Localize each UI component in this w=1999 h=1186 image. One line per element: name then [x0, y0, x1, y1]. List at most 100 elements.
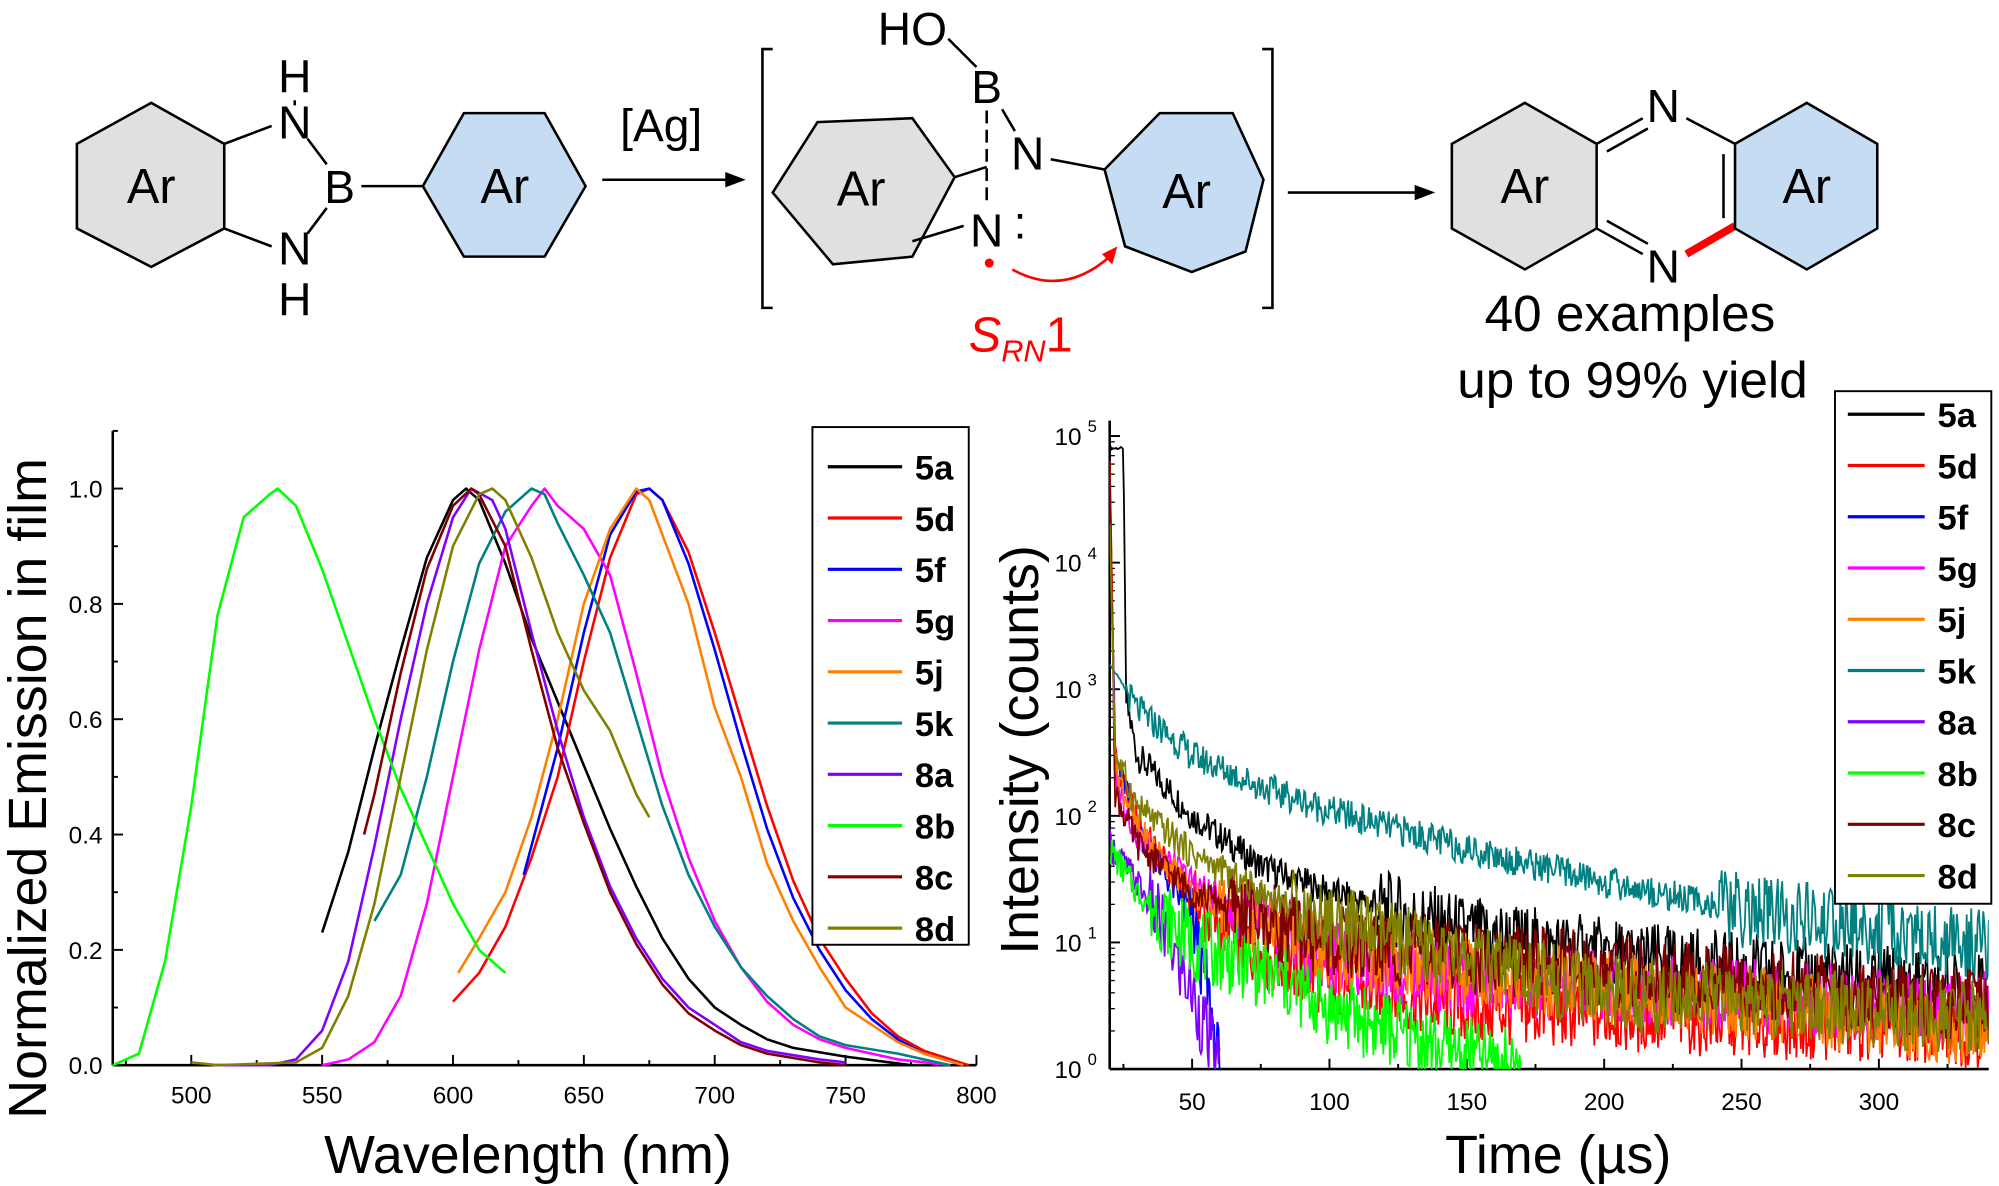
- product: Ar N N Ar 40 examples up to 99% yield: [1450, 80, 1879, 409]
- series-line-5a: [320, 487, 912, 1067]
- x-tick-label: 750: [825, 1083, 866, 1110]
- h-atom: H: [278, 51, 311, 103]
- series-line-8d: [1109, 523, 1989, 1053]
- starting-material: Ar N N H H B Ar: [75, 51, 588, 326]
- n-atom: N: [1647, 80, 1680, 132]
- series-line-5j: [457, 487, 964, 1067]
- radical-dot: [984, 258, 994, 268]
- n-atom: N: [1011, 127, 1044, 179]
- x-tick-label: 700: [694, 1083, 735, 1110]
- aryl-ring-blue: [1733, 101, 1879, 271]
- aryl-ring-blue-7: [1103, 111, 1265, 274]
- y-tick-exponent: 0: [1088, 1050, 1097, 1069]
- legend-label-8b: 8b: [1937, 756, 1977, 794]
- series-line-5f: [522, 487, 964, 1067]
- series-line-5k: [373, 487, 951, 1067]
- ar-label: Ar: [127, 160, 176, 214]
- axes: 500 550 600 650 700 750 800 0.0 0.2 0.4 0.6 0.8 1.0 W…: [0, 429, 997, 1185]
- y-tick-label: 0.6: [69, 707, 103, 734]
- legend: 5a 5d 5f 5g 5j 5k 8a 8b 8c 8d: [1834, 390, 1993, 905]
- legend-label-5g: 5g: [915, 603, 955, 641]
- b-atom: B: [971, 61, 1002, 113]
- legend-label-8c: 8c: [1937, 807, 1975, 845]
- y-tick-exponent: 3: [1088, 670, 1097, 689]
- x-tick-label: 100: [1309, 1089, 1350, 1116]
- legend-label-5d: 5d: [915, 501, 955, 539]
- series-group: [112, 487, 970, 1067]
- legend-label-8d: 8d: [915, 911, 955, 949]
- ar-label: Ar: [1501, 160, 1550, 214]
- y-axis-label: Intensity (counts): [990, 545, 1050, 955]
- x-axis-label: Wavelength (nm): [324, 1125, 732, 1185]
- y-tick-exponent: 1: [1088, 924, 1097, 943]
- y-tick-label: 0.2: [69, 938, 103, 965]
- x-tick-label: 550: [302, 1083, 343, 1110]
- catalyst-label: [Ag]: [620, 99, 702, 151]
- y-tick-label: 10: [1054, 804, 1081, 831]
- x-tick-label: 800: [956, 1083, 997, 1110]
- legend-label-8b: 8b: [915, 808, 955, 846]
- reaction-scheme: Ar N N H H B Ar [Ag] Ar HO B: [75, 3, 1879, 409]
- n-atom: N: [278, 222, 311, 274]
- lone-pair: :: [1014, 197, 1027, 249]
- series-line-8d: [191, 487, 651, 1067]
- legend-label-8c: 8c: [915, 860, 953, 898]
- legend-label-5g: 5g: [1937, 551, 1977, 589]
- y-tick-label: 10: [1054, 677, 1081, 704]
- y-tick-label: 10: [1054, 424, 1081, 451]
- b-atom: B: [324, 161, 355, 213]
- legend: 5a 5d 5f 5g 5j 5k 8a 8b 8c 8d: [811, 426, 970, 949]
- legend-label-8d: 8d: [1937, 858, 1977, 896]
- x-tick-label: 500: [171, 1083, 212, 1110]
- ar-label: Ar: [1162, 165, 1211, 219]
- y-tick-exponent: 5: [1088, 417, 1097, 436]
- legend-box: [1834, 390, 1993, 905]
- series-line-8c: [362, 487, 846, 1067]
- legend-label-5f: 5f: [1937, 500, 1968, 538]
- y-tick-label: 0.4: [69, 823, 103, 850]
- series-line-8b: [112, 487, 507, 1067]
- series-line-5d: [452, 487, 970, 1067]
- x-tick-label: 300: [1859, 1089, 1900, 1116]
- legend-label-8a: 8a: [1937, 705, 1976, 743]
- legend-box: [811, 426, 970, 946]
- legend-label-5j: 5j: [1937, 602, 1966, 640]
- yield-text: up to 99% yield: [1457, 352, 1807, 409]
- intermediate: Ar HO B N N : Ar SRN1: [761, 3, 1274, 369]
- curved-arrow: [1011, 255, 1111, 283]
- series-line-8a: [212, 487, 846, 1067]
- y-tick-label: 10: [1054, 1057, 1081, 1084]
- y-tick-exponent: 4: [1088, 544, 1097, 563]
- y-tick-label: 1.0: [69, 477, 103, 504]
- series-line-5k: [1109, 663, 1989, 983]
- emission-spectra-chart: 500 550 600 650 700 750 800 0.0 0.2 0.4 0.6 0.8 1.0 W…: [0, 426, 997, 1185]
- aryl-ring-blue: [421, 111, 588, 258]
- legend-label-5k: 5k: [915, 706, 954, 744]
- n-atom: N: [1647, 240, 1680, 292]
- x-tick-label: 50: [1179, 1089, 1206, 1116]
- legend-label-5k: 5k: [1937, 653, 1976, 691]
- x-tick-label: 200: [1584, 1089, 1625, 1116]
- y-tick-exponent: 2: [1088, 797, 1097, 816]
- y-tick-label: 0.0: [69, 1053, 103, 1080]
- series-line-5g: [321, 487, 951, 1067]
- y-tick-label: 10: [1054, 930, 1081, 957]
- x-tick-label: 600: [433, 1083, 474, 1110]
- y-axis-label: Normalized Emission in film: [0, 458, 58, 1119]
- y-tick-label: 0.8: [69, 592, 103, 619]
- ar-label: Ar: [837, 162, 886, 216]
- ho-group: HO: [878, 3, 947, 55]
- legend-label-5f: 5f: [915, 552, 946, 590]
- examples-count: 40 examples: [1485, 285, 1776, 342]
- legend-label-5d: 5d: [1937, 448, 1977, 486]
- series-group: [1109, 445, 1989, 1070]
- mechanism-label: SRN1: [969, 308, 1073, 368]
- ar-label: Ar: [481, 160, 530, 214]
- x-tick-label: 150: [1447, 1089, 1488, 1116]
- ar-label: Ar: [1782, 160, 1831, 214]
- x-tick-label: 250: [1721, 1089, 1762, 1116]
- legend-label-5a: 5a: [915, 450, 954, 488]
